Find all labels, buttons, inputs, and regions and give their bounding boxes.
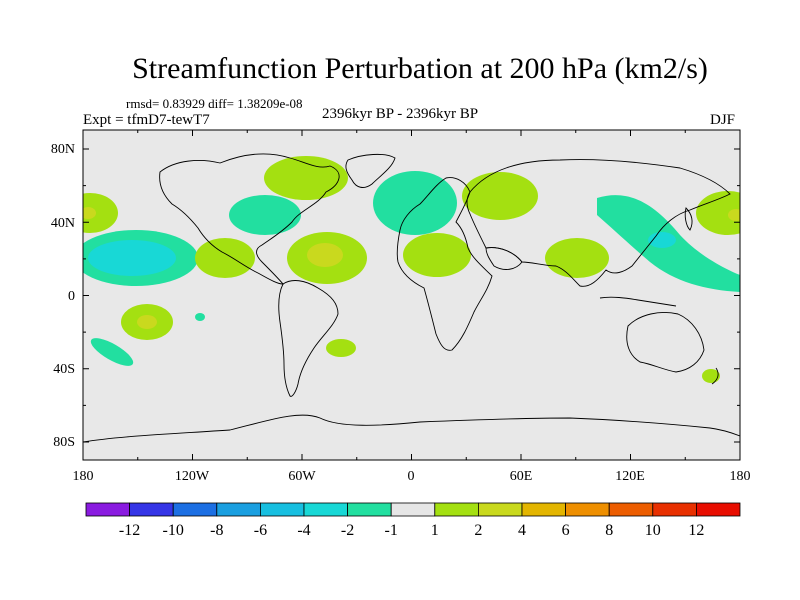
season-label: DJF: [710, 112, 736, 128]
colorbar-swatch: [434, 502, 479, 517]
contour-region: [403, 233, 471, 277]
colorbar-label: -6: [254, 522, 267, 539]
period-label: 2396kyr BP - 2396kyr BP: [322, 106, 479, 122]
lat-tick-label: 40N: [51, 216, 75, 231]
contour-region: [264, 156, 348, 200]
coastlines: [83, 153, 740, 443]
coast-greenland: [345, 153, 396, 188]
contour-region: [83, 193, 118, 233]
coast-new-zealand: [711, 367, 719, 385]
lon-tick-label: 120E: [615, 469, 645, 484]
coast-north-america: [159, 153, 340, 285]
contour-region: [229, 195, 301, 235]
contour-region: [195, 313, 205, 321]
colorbar-label: -12: [119, 522, 140, 539]
lon-tick-label: 120W: [175, 469, 210, 484]
lon-tick-label: 60W: [288, 469, 316, 484]
colorbar-label: -1: [385, 522, 398, 539]
contour-region: [326, 339, 356, 357]
colorbar-label: 1: [431, 522, 439, 539]
colorbar-swatch: [477, 502, 523, 517]
lat-tick-label: 40S: [53, 362, 75, 377]
colorbar-label: -8: [210, 522, 223, 539]
colorbar-swatch: [303, 502, 348, 517]
figure-title: Streamfunction Perturbation at 200 hPa (…: [132, 52, 708, 85]
lon-tick-label: 60E: [510, 469, 533, 484]
lat-tick-label: 80S: [53, 435, 75, 450]
coast-japan: [684, 207, 693, 231]
contour-region: [545, 238, 609, 278]
lon-tick-label: 180: [730, 469, 751, 484]
colorbar-label: 8: [605, 522, 613, 539]
colorbar-label: 4: [518, 522, 526, 539]
colorbar-swatch: [696, 502, 741, 517]
contour-region: [83, 207, 96, 219]
lon-tick-label: 180: [73, 469, 94, 484]
contour-region: [307, 243, 343, 267]
colorbar-swatch: [129, 502, 174, 517]
contour-region: [648, 232, 676, 248]
colorbar-label: 2: [474, 522, 482, 539]
coast-asia: [466, 159, 731, 287]
lat-tick-label: 80N: [51, 142, 75, 157]
colorbar-label: -4: [297, 522, 310, 539]
contour-region: [88, 240, 176, 276]
colorbar-swatch: [259, 502, 305, 517]
colorbar-swatch: [608, 502, 654, 517]
coast-antarctica: [83, 414, 740, 443]
coast-south-america: [278, 280, 339, 397]
coast-australia: [626, 312, 705, 373]
colorbar-swatch: [347, 502, 392, 517]
contour-fills: [83, 156, 740, 383]
coast-europe-africa: [396, 177, 493, 351]
contour-region: [373, 171, 457, 235]
coast-indonesia: [599, 296, 677, 307]
contour-region: [195, 238, 255, 278]
contour-region: [696, 191, 740, 235]
map-panel: [83, 130, 740, 460]
lon-axis: 180 120W 60W 0 60E 120E 180: [73, 130, 751, 484]
lon-tick-label: 0: [408, 469, 415, 484]
colorbar-label: -2: [341, 522, 354, 539]
colorbar-label: -10: [163, 522, 184, 539]
colorbar-label: 6: [562, 522, 570, 539]
colorbar: -12 -10 -8 -6 -4 -2 -1 1 2 4 6 8 10 12: [85, 502, 741, 539]
contour-region: [728, 209, 740, 221]
colorbar-swatch: [390, 502, 436, 517]
contour-region: [90, 338, 134, 366]
contour-region: [702, 369, 720, 383]
colorbar-label: 12: [688, 522, 704, 539]
colorbar-label: 10: [645, 522, 661, 539]
lat-axis: 80N 40N 0 40S 80S: [51, 142, 740, 450]
colorbar-swatch: [565, 502, 610, 517]
colorbar-swatch: [521, 502, 566, 517]
contour-region: [462, 172, 538, 220]
colorbar-swatch: [172, 502, 218, 517]
colorbar-swatch: [652, 502, 697, 517]
colorbar-swatch: [85, 502, 130, 517]
rmsd-stats: rmsd= 0.83929 diff= 1.38209e-08: [126, 96, 303, 111]
experiment-label: Expt = tfmD7-tewT7: [83, 112, 210, 128]
colorbar-swatch: [216, 502, 261, 517]
contour-region: [137, 315, 157, 329]
lat-tick-label: 0: [68, 289, 75, 304]
